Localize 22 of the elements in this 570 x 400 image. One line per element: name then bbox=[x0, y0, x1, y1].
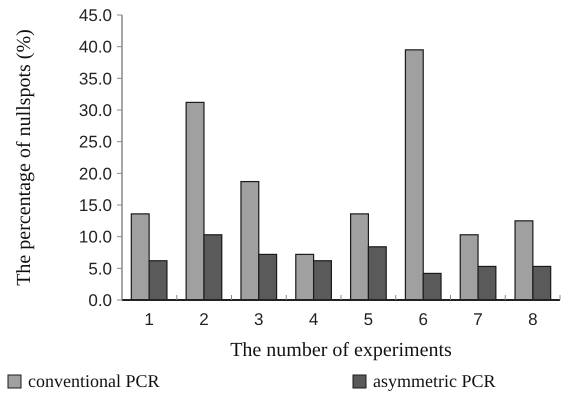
x-axis-title: The number of experiments bbox=[230, 339, 452, 361]
y-tick-label: 20.0 bbox=[78, 164, 112, 184]
y-tick-label: 10.0 bbox=[78, 228, 112, 247]
y-tick-label: 25.0 bbox=[78, 132, 112, 152]
x-tick-label: 1 bbox=[144, 310, 154, 329]
x-tick-label: 6 bbox=[418, 310, 428, 329]
x-tick-label: 4 bbox=[308, 310, 318, 329]
x-tick-label: 2 bbox=[199, 310, 209, 329]
y-tick-label: 45.0 bbox=[78, 6, 112, 25]
legend-label: asymmetric PCR bbox=[373, 371, 496, 391]
y-tick-label: 15.0 bbox=[78, 196, 112, 215]
legend-label: conventional PCR bbox=[28, 371, 160, 391]
y-tick-label: 35.0 bbox=[78, 69, 112, 88]
y-tick-label: 40.0 bbox=[78, 38, 112, 57]
x-tick-label: 7 bbox=[473, 310, 483, 329]
y-tick-label: 5.0 bbox=[88, 259, 112, 278]
x-tick-label: 8 bbox=[528, 310, 538, 329]
y-tick-label: 0.0 bbox=[88, 290, 112, 310]
y-axis-title: The percentage of nullspots (%) bbox=[13, 29, 35, 286]
x-tick-label: 5 bbox=[364, 310, 374, 329]
y-tick-label: 30.0 bbox=[78, 100, 112, 120]
x-tick-label: 3 bbox=[254, 310, 264, 329]
